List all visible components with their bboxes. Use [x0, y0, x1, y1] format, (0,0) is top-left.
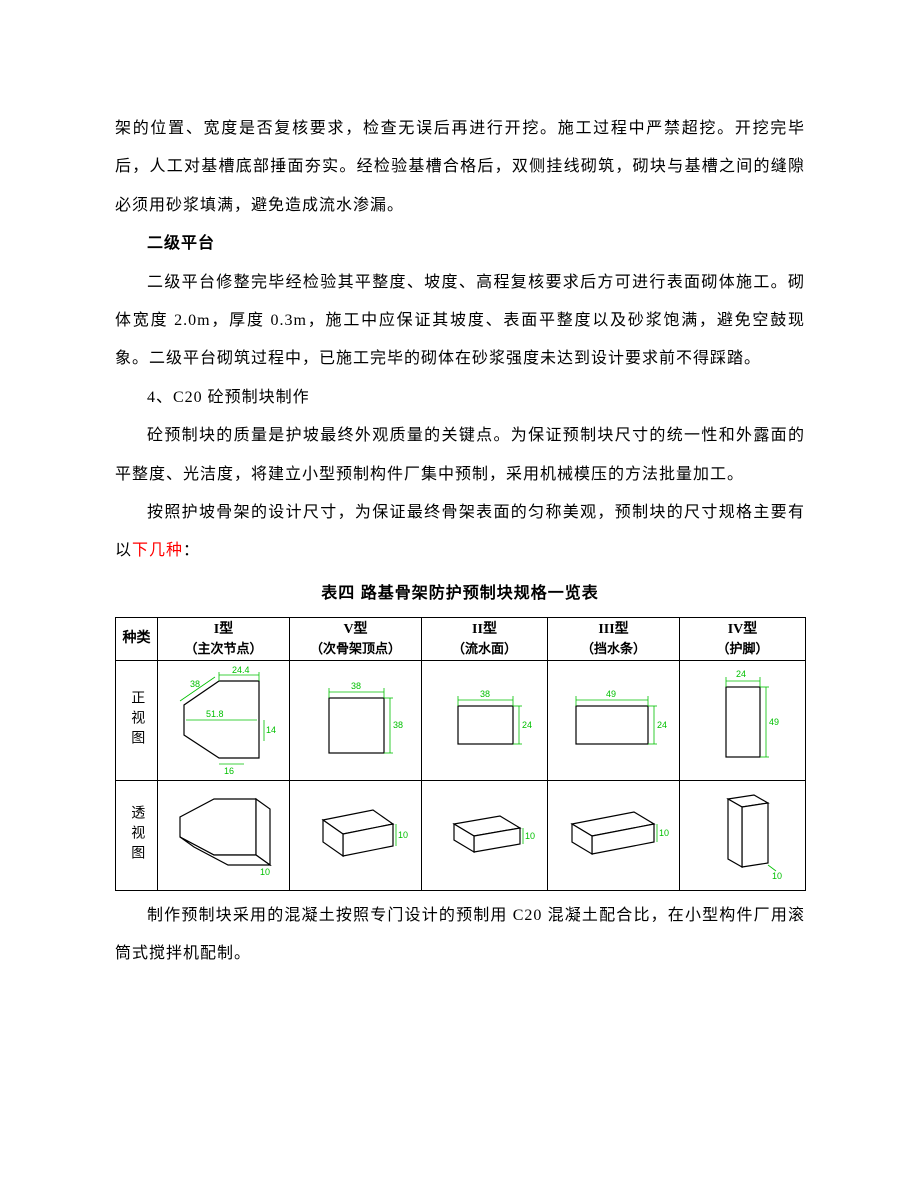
col1-sub: （主次节点）	[160, 640, 287, 658]
col5-sub: （护脚）	[682, 640, 803, 658]
persp-diagram-II-icon: 10	[430, 788, 540, 883]
front-view-IV: 24 49	[680, 660, 806, 780]
persp-view-I: 10	[158, 780, 290, 890]
front-view-I: 24.4 38 51.8 14 16	[158, 660, 290, 780]
table-title: 表四 路基骨架防护预制块规格一览表	[115, 575, 805, 613]
paragraph-1: 架的位置、宽度是否复核要求，检查无误后再进行开挖。施工过程中严禁超挖。开挖完毕后…	[115, 110, 805, 225]
document-page: 架的位置、宽度是否复核要求，检查无误后再进行开挖。施工过程中严禁超挖。开挖完毕后…	[0, 0, 920, 1034]
col2-sub: （次骨架顶点）	[292, 640, 419, 658]
svg-text:10: 10	[260, 867, 270, 877]
header-col-4: III型 （挡水条）	[548, 618, 680, 661]
spec-table: 种类 I型 （主次节点） V型 （次骨架顶点） II型 （流水面） III型 （…	[115, 617, 806, 891]
svg-text:10: 10	[659, 828, 669, 838]
header-kind: 种类	[116, 618, 158, 661]
svg-text:38: 38	[190, 679, 200, 689]
col3-type: II型	[424, 620, 545, 640]
paragraph-4: 按照护坡骨架的设计尺寸，为保证最终骨架表面的匀称美观，预制块的尺寸规格主要有以下…	[115, 494, 805, 571]
persp-diagram-III-icon: 10	[554, 788, 674, 883]
svg-text:10: 10	[398, 830, 408, 840]
svg-text:49: 49	[769, 717, 779, 727]
paragraph-5: 制作预制块采用的混凝土按照专门设计的预制用 C20 混凝土配合比，在小型构件厂用…	[115, 897, 805, 974]
persp-view-III: 10	[548, 780, 680, 890]
svg-text:16: 16	[224, 766, 234, 776]
persp-view-V: 10	[290, 780, 422, 890]
svg-text:38: 38	[480, 689, 490, 699]
svg-text:38: 38	[393, 720, 403, 730]
svg-text:38: 38	[351, 681, 361, 691]
header-col-3: II型 （流水面）	[422, 618, 548, 661]
front-diagram-I-icon: 24.4 38 51.8 14 16	[164, 663, 284, 778]
persp-diagram-I-icon: 10	[164, 785, 284, 885]
p4-part-a: 按照护坡骨架的设计尺寸，为保证最终骨架表面的匀称美观，预制块的尺寸规格主要有以	[115, 504, 805, 559]
front-view-V: 38 38	[290, 660, 422, 780]
col2-type: V型	[292, 620, 419, 640]
front-view-III: 49 24	[548, 660, 680, 780]
table-header-row: 种类 I型 （主次节点） V型 （次骨架顶点） II型 （流水面） III型 （…	[116, 618, 806, 661]
p4-red-text: 下几种	[132, 542, 183, 559]
svg-text:14: 14	[266, 725, 276, 735]
persp-diagram-V-icon: 10	[301, 788, 411, 883]
front-diagram-IV-icon: 24 49	[688, 665, 798, 775]
svg-text:49: 49	[606, 689, 616, 699]
header-col-2: V型 （次骨架顶点）	[290, 618, 422, 661]
header-col-5: IV型 （护脚）	[680, 618, 806, 661]
persp-view-IV: 10	[680, 780, 806, 890]
col5-type: IV型	[682, 620, 803, 640]
front-diagram-V-icon: 38 38	[301, 670, 411, 770]
row-label-front: 正视图	[116, 660, 158, 780]
persp-view-II: 10	[422, 780, 548, 890]
p4-part-b: ：	[183, 542, 200, 559]
svg-text:24: 24	[657, 720, 667, 730]
front-view-II: 38 24	[422, 660, 548, 780]
svg-text:10: 10	[525, 831, 535, 841]
heading-c20-block: 4、C20 砼预制块制作	[115, 379, 805, 417]
svg-text:24.4: 24.4	[232, 665, 250, 675]
col3-sub: （流水面）	[424, 640, 545, 658]
table-row-front-view: 正视图 24.4 38 51.8	[116, 660, 806, 780]
svg-text:24: 24	[736, 669, 746, 679]
svg-text:24: 24	[522, 720, 532, 730]
col4-type: III型	[550, 620, 677, 640]
paragraph-3: 砼预制块的质量是护坡最终外观质量的关键点。为保证预制块尺寸的统一性和外露面的平整…	[115, 417, 805, 494]
table-row-perspective: 透视图 10 10	[116, 780, 806, 890]
svg-text:51.8: 51.8	[206, 709, 224, 719]
front-diagram-III-icon: 49 24	[554, 670, 674, 770]
front-diagram-II-icon: 38 24	[430, 670, 540, 770]
heading-second-platform: 二级平台	[115, 225, 805, 263]
col1-type: I型	[160, 620, 287, 640]
svg-text:10: 10	[772, 871, 782, 881]
persp-diagram-IV-icon: 10	[688, 785, 798, 885]
row-label-persp: 透视图	[116, 780, 158, 890]
col4-sub: （挡水条）	[550, 640, 677, 658]
paragraph-2: 二级平台修整完毕经检验其平整度、坡度、高程复核要求后方可进行表面砌体施工。砌体宽…	[115, 264, 805, 379]
header-col-1: I型 （主次节点）	[158, 618, 290, 661]
